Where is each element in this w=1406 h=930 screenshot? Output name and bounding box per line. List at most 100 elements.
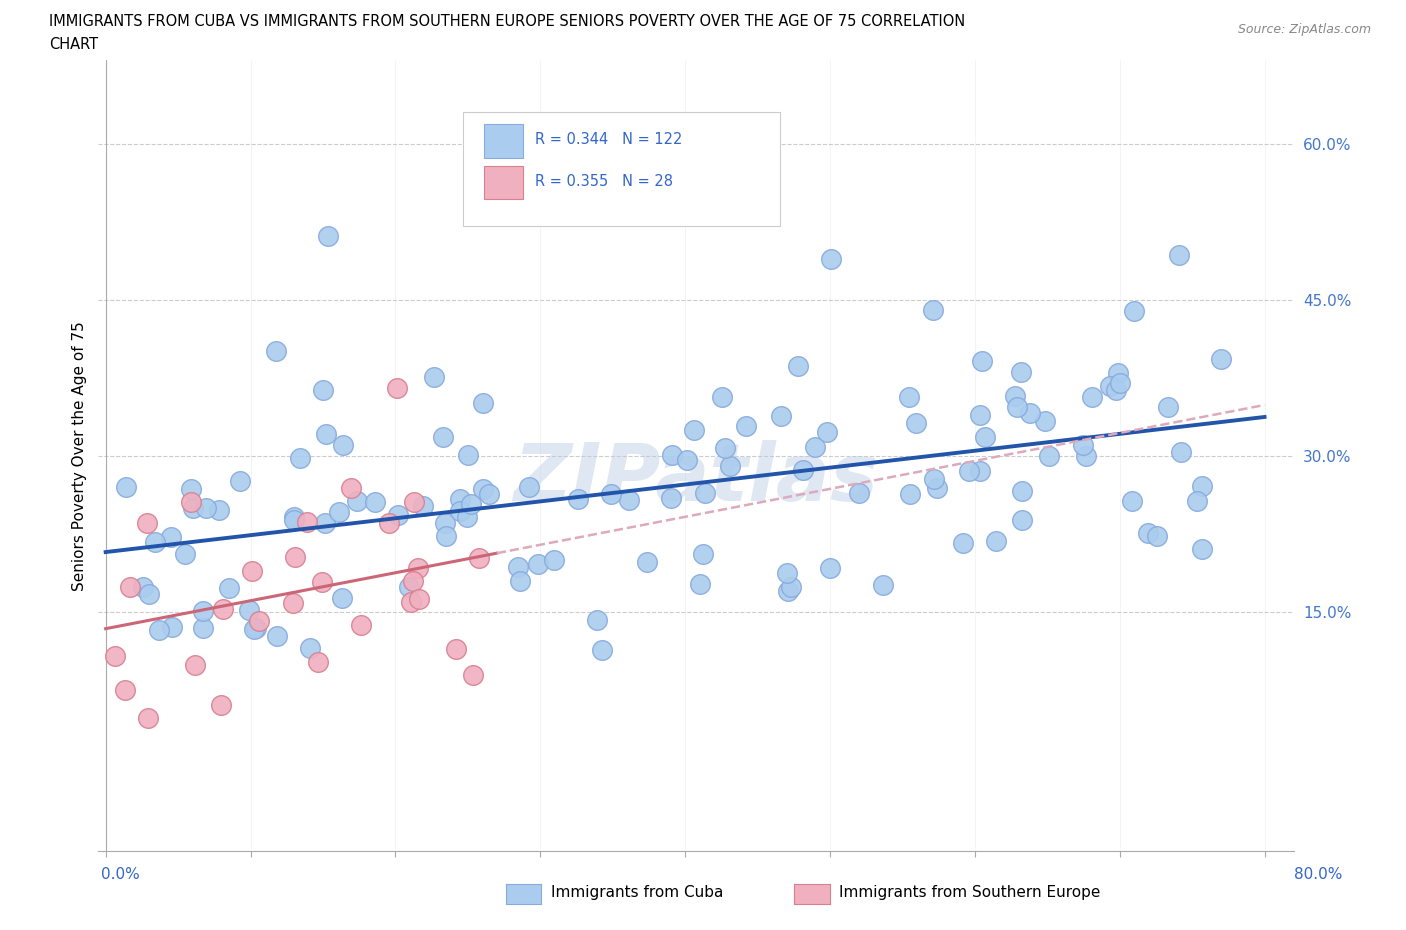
Point bbox=[315, 427, 337, 442]
Point bbox=[636, 554, 658, 569]
Point bbox=[543, 552, 565, 567]
Point bbox=[299, 641, 322, 656]
Point bbox=[316, 228, 339, 243]
Text: Immigrants from Southern Europe: Immigrants from Southern Europe bbox=[839, 885, 1101, 900]
Point bbox=[422, 369, 444, 384]
Point bbox=[1010, 365, 1032, 379]
Point bbox=[1187, 494, 1209, 509]
Point bbox=[1033, 413, 1056, 428]
Point bbox=[120, 579, 142, 594]
FancyBboxPatch shape bbox=[463, 112, 780, 226]
Point bbox=[567, 492, 589, 507]
Point bbox=[1004, 389, 1026, 404]
Text: CHART: CHART bbox=[49, 37, 98, 52]
Point bbox=[617, 493, 640, 508]
Point bbox=[311, 574, 333, 589]
Point bbox=[786, 359, 808, 374]
Point bbox=[1081, 390, 1104, 405]
Point bbox=[776, 583, 799, 598]
Point bbox=[1098, 379, 1121, 393]
Point bbox=[1108, 376, 1130, 391]
Text: ZIPatlas: ZIPatlas bbox=[513, 441, 879, 518]
Point bbox=[1076, 449, 1098, 464]
Point bbox=[449, 492, 471, 507]
Point bbox=[406, 560, 429, 575]
Point bbox=[229, 473, 252, 488]
Point bbox=[284, 550, 307, 565]
Point bbox=[401, 595, 423, 610]
Point bbox=[364, 495, 387, 510]
Point bbox=[1071, 437, 1094, 452]
Point bbox=[240, 564, 263, 578]
Point bbox=[815, 424, 838, 439]
Point bbox=[904, 415, 927, 430]
Point bbox=[283, 596, 305, 611]
Point bbox=[332, 438, 354, 453]
Point bbox=[468, 551, 491, 565]
Point bbox=[1105, 382, 1128, 397]
Point bbox=[104, 648, 127, 663]
Point bbox=[159, 529, 181, 544]
Point bbox=[718, 459, 741, 474]
Point bbox=[398, 579, 420, 594]
Point bbox=[471, 395, 494, 410]
Point bbox=[457, 447, 479, 462]
Point bbox=[387, 508, 409, 523]
Text: R = 0.344   N = 122: R = 0.344 N = 122 bbox=[534, 132, 682, 147]
Point bbox=[266, 629, 288, 644]
Point bbox=[1011, 484, 1033, 498]
Point bbox=[1191, 478, 1213, 493]
Point bbox=[925, 481, 948, 496]
Point bbox=[472, 482, 495, 497]
Point bbox=[330, 591, 353, 605]
Point bbox=[714, 441, 737, 456]
Point bbox=[682, 423, 704, 438]
Point bbox=[211, 601, 233, 616]
Point bbox=[1137, 525, 1160, 540]
Text: 0.0%: 0.0% bbox=[101, 867, 141, 882]
Point bbox=[1157, 400, 1180, 415]
Y-axis label: Seniors Poverty Over the Age of 75: Seniors Poverty Over the Age of 75 bbox=[72, 321, 87, 591]
Point bbox=[659, 490, 682, 505]
Point bbox=[478, 486, 501, 501]
Point bbox=[517, 479, 540, 494]
Bar bbox=[485, 166, 523, 199]
Point bbox=[346, 494, 368, 509]
Point bbox=[586, 612, 609, 627]
Point bbox=[218, 581, 240, 596]
Text: 80.0%: 80.0% bbox=[1295, 867, 1343, 882]
Point bbox=[848, 485, 870, 500]
Point bbox=[136, 711, 159, 725]
Point bbox=[264, 343, 287, 358]
Point bbox=[340, 480, 363, 495]
Text: Source: ZipAtlas.com: Source: ZipAtlas.com bbox=[1237, 23, 1371, 36]
Point bbox=[181, 500, 204, 515]
Point bbox=[1170, 445, 1192, 459]
Text: Immigrants from Cuba: Immigrants from Cuba bbox=[551, 885, 724, 900]
Point bbox=[1123, 303, 1146, 318]
Point bbox=[898, 486, 921, 501]
Point bbox=[1107, 365, 1129, 380]
Point bbox=[449, 504, 471, 519]
Point bbox=[957, 463, 980, 478]
Point bbox=[461, 667, 484, 682]
Point bbox=[314, 515, 336, 530]
Point bbox=[1005, 400, 1028, 415]
Point bbox=[208, 502, 231, 517]
Point bbox=[295, 514, 318, 529]
Point bbox=[328, 504, 350, 519]
Point bbox=[456, 510, 478, 525]
Point bbox=[1191, 541, 1213, 556]
Point bbox=[387, 380, 409, 395]
Point bbox=[136, 516, 159, 531]
Point bbox=[402, 573, 425, 588]
Point bbox=[735, 419, 758, 434]
Point bbox=[245, 621, 267, 636]
Point bbox=[676, 452, 699, 467]
Point bbox=[195, 500, 218, 515]
Point bbox=[692, 546, 714, 561]
Text: R = 0.355   N = 28: R = 0.355 N = 28 bbox=[534, 174, 672, 189]
Point bbox=[408, 592, 430, 607]
Point bbox=[897, 390, 920, 405]
Point bbox=[377, 516, 399, 531]
